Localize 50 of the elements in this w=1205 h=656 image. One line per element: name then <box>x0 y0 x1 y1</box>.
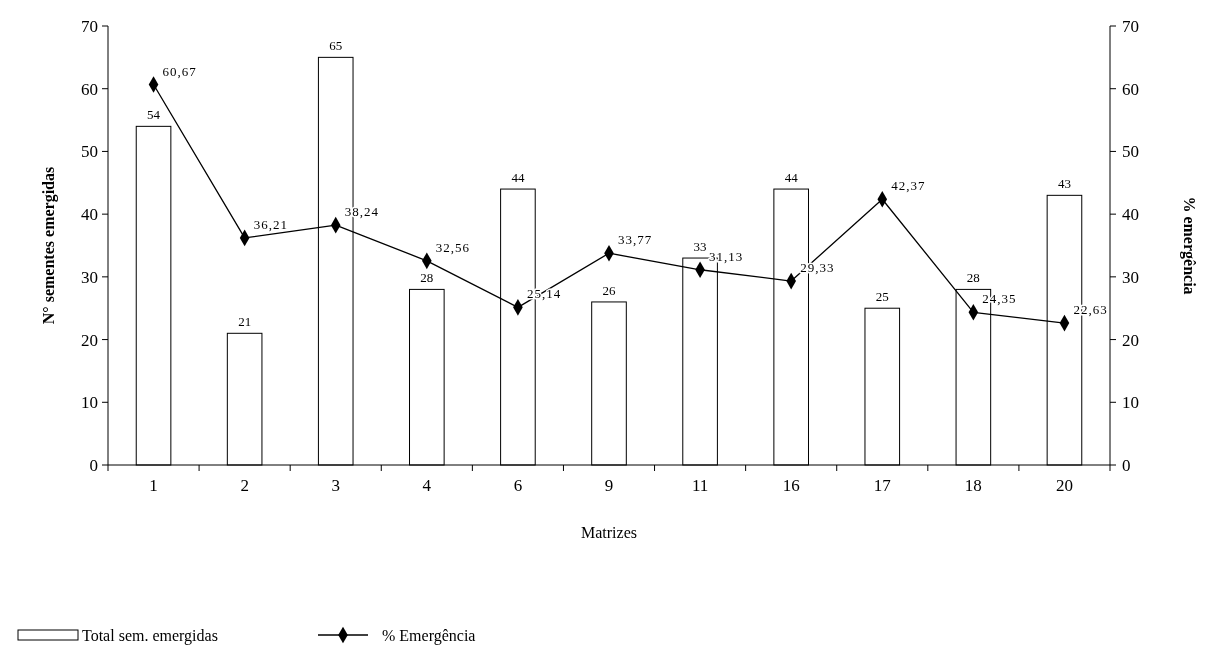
legend-label: % Emergência <box>382 626 476 645</box>
data-label: 65 <box>329 38 343 54</box>
data-label: 43 <box>1057 176 1071 192</box>
y-tick-label: 30 <box>81 267 98 287</box>
x-tick-label: 9 <box>604 476 614 495</box>
data-label: 28 <box>420 270 434 286</box>
x-tick-label: 18 <box>964 476 982 495</box>
y-tick-label: 10 <box>81 393 98 413</box>
x-tick-label: 2 <box>240 476 249 495</box>
x-tick-label: 3 <box>331 476 340 495</box>
data-label: 54 <box>147 107 161 123</box>
y-tick-label: 0 <box>89 455 98 475</box>
x-tick-label: 11 <box>691 476 709 495</box>
x-tick-label: 20 <box>1055 476 1073 495</box>
x-tick-label: 17 <box>873 476 892 495</box>
y-tick-label: 60 <box>81 79 98 99</box>
data-label: 44 <box>511 170 525 186</box>
data-label: 21 <box>238 314 252 330</box>
x-axis-title: Matrizes <box>581 524 637 541</box>
y2-tick-label: 50 <box>1122 142 1139 162</box>
y2-tick-label: 0 <box>1122 455 1131 475</box>
data-label: 38,24 <box>344 204 379 220</box>
data-label: 33,77 <box>618 232 653 248</box>
data-label: 36,21 <box>253 216 288 232</box>
data-label: 33 <box>693 239 707 255</box>
data-label: 25 <box>875 289 889 305</box>
y-axis-title: N° sementes emergidas <box>40 166 58 325</box>
data-label: 60,67 <box>162 63 197 79</box>
y-tick-label: 20 <box>81 330 98 350</box>
legend-label: Total sem. emergidas <box>82 626 218 645</box>
data-label: 44 <box>784 170 799 186</box>
x-tick-label: 4 <box>422 476 432 495</box>
x-tick-label: 1 <box>149 476 158 495</box>
y2-tick-label: 30 <box>1122 267 1139 287</box>
y-tick-label: 70 <box>81 16 98 36</box>
y2-tick-label: 60 <box>1122 79 1139 99</box>
x-tick-label: 16 <box>782 476 800 495</box>
y-tick-label: 50 <box>81 142 98 162</box>
data-label: 31,13 <box>709 248 744 264</box>
data-label: 42,37 <box>891 178 926 194</box>
y-tick-label: 40 <box>81 205 98 225</box>
y2-tick-label: 70 <box>1122 16 1139 36</box>
x-tick-label: 6 <box>513 476 523 495</box>
y2-tick-label: 20 <box>1122 330 1139 350</box>
data-label: 28 <box>966 270 980 286</box>
y2-axis-title: % emergência <box>1180 196 1198 295</box>
data-label: 32,56 <box>435 239 471 255</box>
y2-tick-label: 40 <box>1122 205 1139 225</box>
data-label: 26 <box>602 282 616 298</box>
y2-tick-label: 10 <box>1122 393 1139 413</box>
